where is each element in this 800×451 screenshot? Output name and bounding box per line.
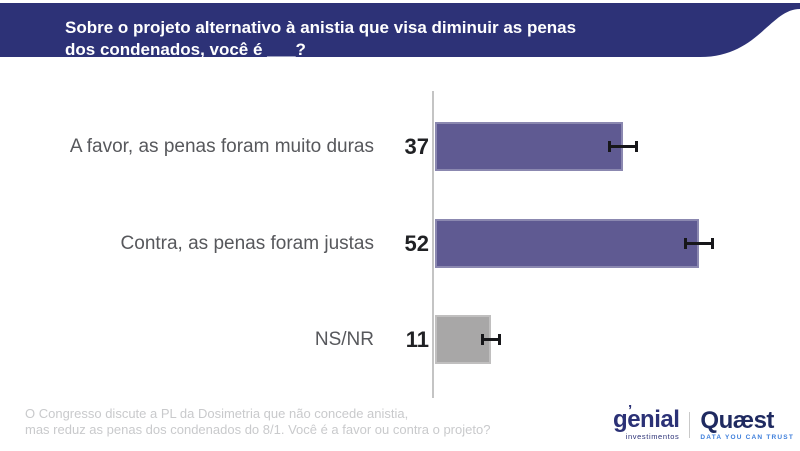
error-bar xyxy=(608,122,638,171)
error-bar-line xyxy=(481,338,501,341)
error-bar-cap-right xyxy=(711,238,714,249)
logo-divider xyxy=(689,412,691,438)
bar-category-label: A favor, as penas foram muito duras xyxy=(69,136,374,157)
bar-category-label: Contra, as penas foram justas xyxy=(120,233,374,254)
genial-accent-mark: ’ xyxy=(628,402,633,419)
bar-row: NS/NR 11 xyxy=(0,315,800,364)
banner-path xyxy=(0,3,800,57)
bar-value-label: 52 xyxy=(404,231,429,256)
bar-value-label: 11 xyxy=(405,327,429,352)
bar-rect xyxy=(435,122,623,171)
brand-logos: genial ’ investimentos Quæst DATA YOU CA… xyxy=(613,402,794,444)
bar-value-label: 37 xyxy=(404,134,429,159)
baseline-axis xyxy=(432,91,434,398)
banner-shape xyxy=(0,3,800,57)
error-bar-cap-right xyxy=(498,334,501,345)
methodology-note-line1: O Congresso discute a PL da Dosimetria q… xyxy=(25,406,409,421)
error-bar-cap-left xyxy=(608,141,611,152)
bar-category-label: NS/NR xyxy=(314,329,374,350)
quaest-tagline: DATA YOU CAN TRUST xyxy=(700,433,794,441)
bar-rect xyxy=(435,219,699,268)
error-bar-cap-left xyxy=(481,334,484,345)
genial-wordmark: genial xyxy=(613,406,680,433)
genial-subtitle: investimentos xyxy=(625,432,680,441)
question-title-line2: dos condenados, você é ___? xyxy=(65,40,306,59)
error-bar-line xyxy=(608,145,638,148)
quaest-logo: Quæst DATA YOU CAN TRUST xyxy=(690,406,794,441)
error-bar-cap-right xyxy=(635,141,638,152)
methodology-note-line2: mas reduz as penas dos condenados do 8/1… xyxy=(25,422,491,437)
methodology-note: O Congresso discute a PL da Dosimetria q… xyxy=(25,406,490,438)
bar-row: Contra, as penas foram justas 52 xyxy=(0,219,800,268)
error-bar xyxy=(684,219,714,268)
bar-row: A favor, as penas foram muito duras 37 xyxy=(0,122,800,171)
question-title: Sobre o projeto alternativo à anistia qu… xyxy=(65,17,576,61)
error-bar-cap-left xyxy=(684,238,687,249)
error-bar xyxy=(481,315,501,364)
genial-logo: genial ’ investimentos xyxy=(613,402,689,441)
quaest-wordmark: Quæst xyxy=(700,406,774,434)
question-title-line1: Sobre o projeto alternativo à anistia qu… xyxy=(65,18,577,37)
error-bar-line xyxy=(684,242,714,245)
